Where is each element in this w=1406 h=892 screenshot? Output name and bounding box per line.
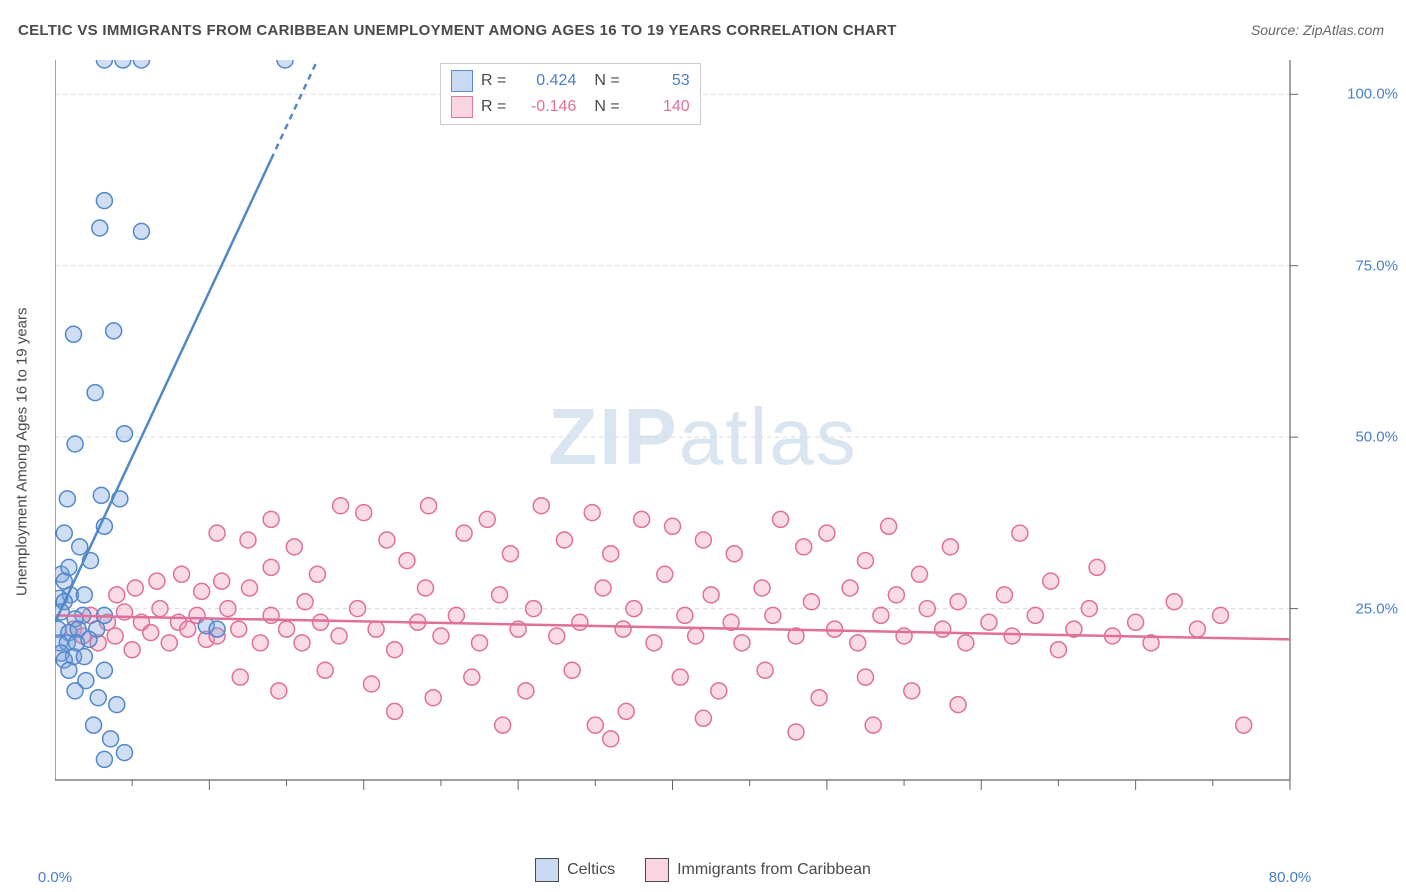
- x-tick-label: 0.0%: [38, 869, 72, 886]
- y-tick-label: 100.0%: [1347, 86, 1398, 103]
- swatch-icon: [451, 70, 473, 92]
- correlation-row-celtics: R = 0.424 N = 53: [451, 68, 690, 94]
- chart-plot-area: [55, 60, 1345, 820]
- chart-title: CELTIC VS IMMIGRANTS FROM CARIBBEAN UNEM…: [18, 22, 897, 39]
- correlation-row-caribbean: R = -0.146 N = 140: [451, 94, 690, 120]
- n-label: N =: [594, 98, 619, 116]
- legend-item-caribbean: Immigrants from Caribbean: [645, 858, 871, 882]
- y-tick-label: 25.0%: [1355, 600, 1398, 617]
- x-tick-label: 80.0%: [1269, 869, 1312, 886]
- source-attribution: Source: ZipAtlas.com: [1251, 22, 1384, 38]
- r-value-caribbean: -0.146: [518, 98, 576, 116]
- legend-label-caribbean: Immigrants from Caribbean: [677, 861, 871, 879]
- y-tick-label: 75.0%: [1355, 257, 1398, 274]
- correlation-legend: R = 0.424 N = 53 R = -0.146 N = 140: [440, 63, 701, 125]
- r-value-celtics: 0.424: [518, 72, 576, 90]
- series-legend: Celtics Immigrants from Caribbean: [0, 858, 1406, 882]
- legend-label-celtics: Celtics: [567, 861, 615, 879]
- y-tick-label: 50.0%: [1355, 429, 1398, 446]
- scatter-chart-svg: [55, 60, 1345, 820]
- swatch-icon: [451, 96, 473, 118]
- swatch-icon: [535, 858, 559, 882]
- n-label: N =: [594, 72, 619, 90]
- r-label: R =: [481, 72, 506, 90]
- swatch-icon: [645, 858, 669, 882]
- r-label: R =: [481, 98, 506, 116]
- y-axis-label: Unemployment Among Ages 16 to 19 years: [14, 296, 31, 596]
- n-value-celtics: 53: [632, 72, 690, 90]
- n-value-caribbean: 140: [632, 98, 690, 116]
- legend-item-celtics: Celtics: [535, 858, 615, 882]
